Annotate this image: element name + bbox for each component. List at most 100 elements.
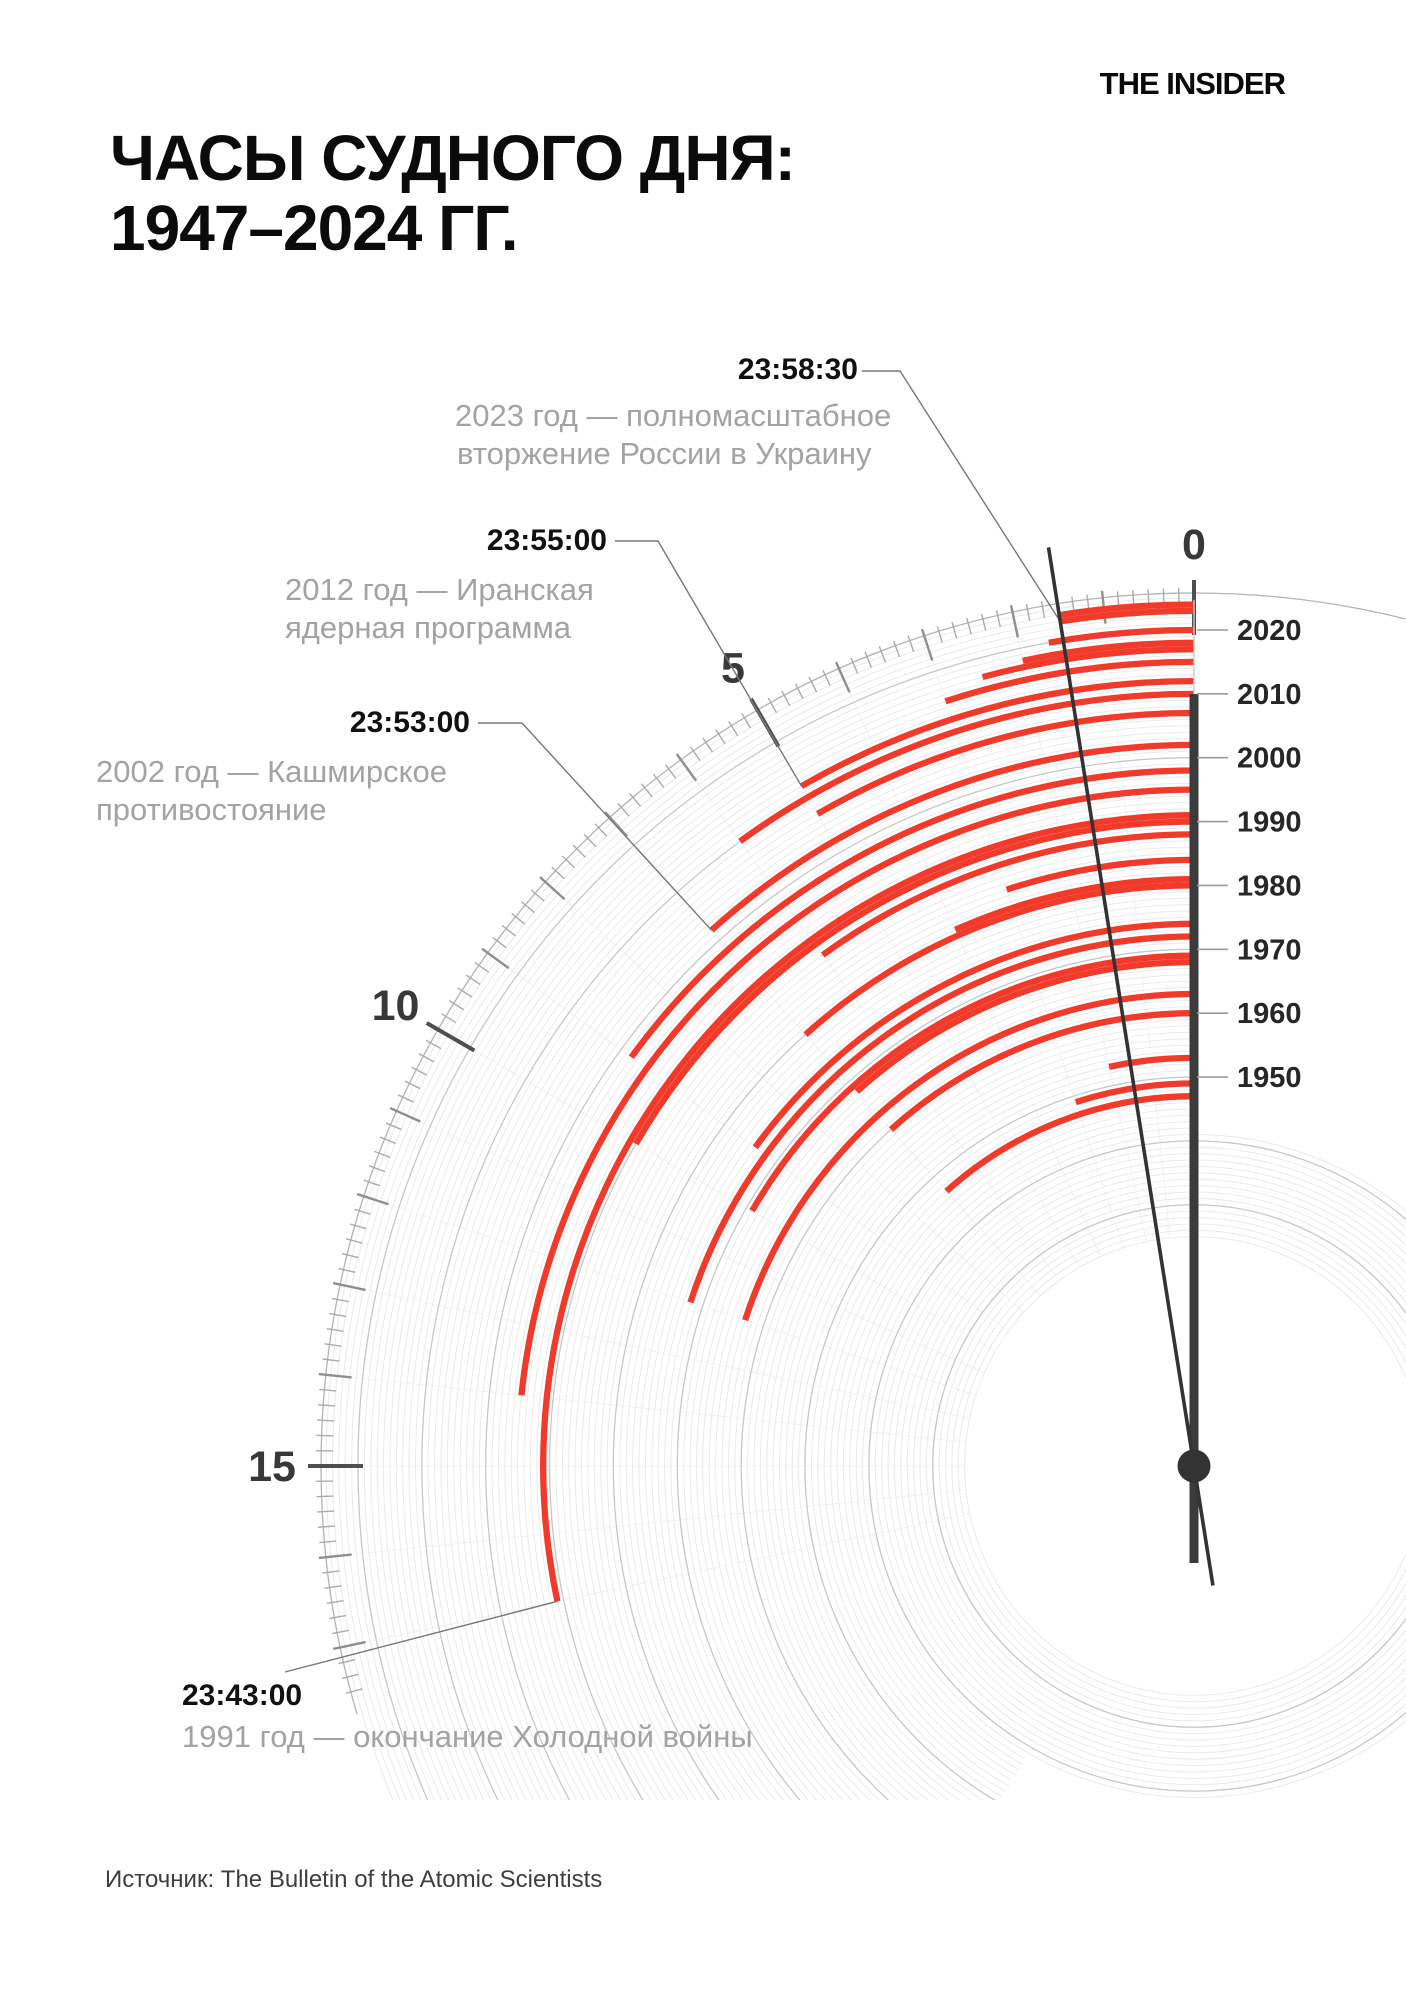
second-tick (530, 889, 545, 902)
second-tick (1040, 601, 1046, 619)
second-tick (319, 1388, 337, 1392)
year-ring (351, 623, 1195, 1800)
leader-line-2023 (862, 370, 1061, 622)
minute-label-0: 0 (1182, 521, 1206, 569)
second-tick (397, 1094, 414, 1103)
year-ring (817, 1089, 1195, 1793)
second-tick (322, 1358, 340, 1362)
second-tick (326, 1327, 344, 1333)
publisher-logo: THE INSIDER (1099, 66, 1286, 101)
second-tick (850, 657, 859, 674)
year-ring (702, 974, 1195, 1800)
minute-tick (539, 876, 566, 901)
callout-desc-2023-line1: 2023 год — полномасштабное (455, 398, 892, 433)
minute-tick (675, 753, 698, 782)
year-ring (913, 1185, 1406, 1747)
year-arc-1960 (888, 1010, 1195, 1132)
callout-time-2002: 23:53:00 (349, 706, 470, 739)
callout-time-1991: 23:43:00 (182, 1679, 303, 1712)
year-ring (459, 731, 1195, 1800)
year-label-1960: 1960 (1237, 998, 1302, 1030)
year-ring (887, 1159, 1406, 1773)
year-ring (766, 1038, 1195, 1800)
clock-setting-arcs (518, 601, 1195, 1602)
year-ring (478, 750, 1195, 1800)
year-arc-1974 (752, 920, 1195, 1150)
second-tick (465, 974, 481, 986)
callout-desc-2002-line1: 2002 год — Кашмирское (96, 754, 448, 789)
year-ring (791, 1063, 1195, 1800)
second-tick (331, 1297, 349, 1303)
year-ring (753, 1025, 1195, 1800)
second-tick (354, 1208, 371, 1215)
second-tick (951, 621, 958, 639)
callout-desc-2012-line2: ядерная программа (285, 610, 572, 645)
year-arc-1990 (633, 818, 1195, 1146)
year-ring (338, 610, 1195, 1800)
second-tick (385, 1122, 402, 1131)
year-label-1950: 1950 (1237, 1062, 1302, 1094)
year-ring (715, 987, 1195, 1800)
year-ring (485, 757, 1195, 1800)
second-tick (329, 1312, 347, 1318)
second-tick (492, 937, 507, 949)
year-ring (945, 1217, 1406, 1715)
year-ring (638, 910, 1195, 1800)
year-ring (670, 942, 1195, 1800)
second-tick (572, 844, 586, 858)
second-tick (341, 1252, 359, 1259)
second-tick (379, 1136, 396, 1145)
minute-tick (318, 1553, 352, 1560)
year-arc-1953 (1108, 1054, 1195, 1070)
second-tick (629, 792, 642, 807)
year-arc-2024 (1058, 601, 1195, 619)
minute-tick (318, 1372, 352, 1379)
year-ring (747, 1019, 1195, 1800)
second-tick (665, 764, 677, 779)
second-tick (338, 1267, 356, 1273)
leader-line-2002 (478, 722, 713, 931)
second-tick (822, 669, 831, 686)
year-arc-1968 (854, 958, 1195, 1094)
minute-tick (481, 947, 510, 970)
year-ring (785, 1057, 1195, 1800)
year-ring (772, 1044, 1195, 1800)
year-ring (568, 840, 1195, 1800)
minute-tick (920, 628, 934, 661)
second-tick (363, 1179, 381, 1187)
second-tick (893, 640, 901, 658)
year-arc-1995 (518, 786, 1195, 1396)
year-ring (645, 916, 1195, 1800)
clock-hub (1177, 1449, 1211, 1483)
second-tick (808, 676, 818, 693)
second-tick (374, 1150, 391, 1159)
year-ring (823, 1095, 1195, 1787)
year-ring (849, 1121, 1195, 1765)
year-ring (434, 706, 1195, 1800)
callout-time-2023: 23:58:30 (737, 353, 858, 386)
year-label-2000: 2000 (1237, 743, 1302, 775)
year-ring (466, 738, 1195, 1800)
second-tick (449, 1000, 465, 1011)
second-tick (404, 1080, 421, 1090)
year-ring (651, 923, 1195, 1800)
second-tick (326, 1599, 344, 1605)
year-ring (632, 904, 1195, 1800)
year-arc-1972 (687, 933, 1195, 1304)
callout-desc-2023-line2: вторжение России в Украину (457, 436, 872, 471)
year-arc-2017 (981, 646, 1195, 681)
second-tick (441, 1013, 457, 1024)
year-arc-2020 (1048, 626, 1195, 646)
year-ring (389, 661, 1195, 1800)
minute-tick (332, 1281, 366, 1292)
year-ring (587, 859, 1195, 1800)
year-ring (683, 955, 1195, 1800)
second-tick (331, 1629, 349, 1635)
year-arc-1980 (803, 882, 1195, 1037)
second-tick (741, 713, 752, 729)
callout-desc-1991-line1: 1991 год — окончание Холодной войны (182, 1719, 753, 1754)
year-arc-2007 (815, 709, 1195, 817)
year-arc-2010 (738, 690, 1195, 844)
